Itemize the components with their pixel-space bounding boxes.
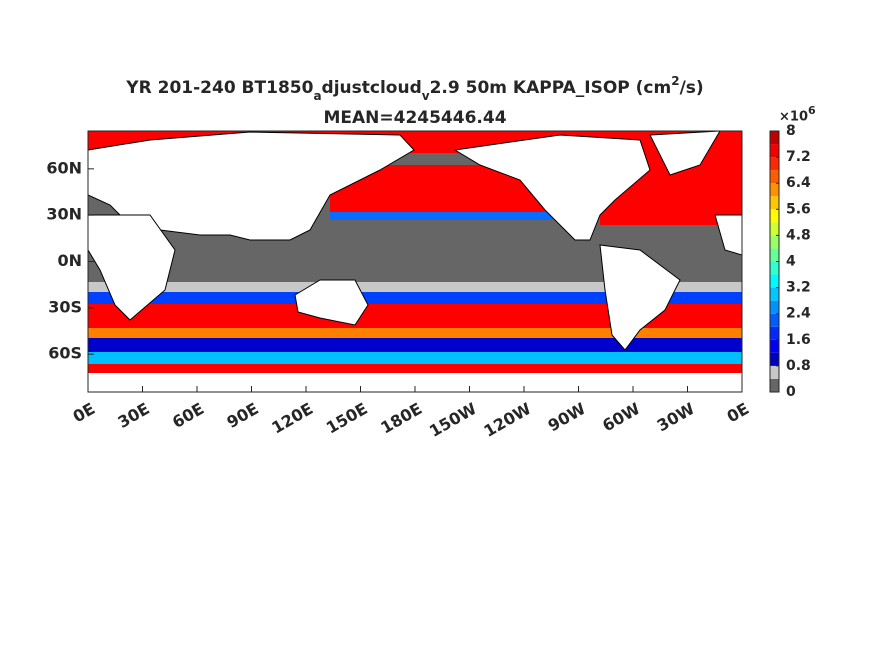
field-band <box>88 352 742 364</box>
colorbar-bin <box>770 196 779 210</box>
title-sub: a <box>313 89 321 103</box>
colorbar-tick-label: 6.4 <box>786 175 811 191</box>
colorbar-bin <box>770 235 779 249</box>
x-tick-label: 150E <box>323 399 371 438</box>
colorbar-bin <box>770 352 779 366</box>
title-part: 2.9 50m KAPPA_ISOP (cm <box>430 78 672 98</box>
y-tick-label: 60N <box>46 158 82 177</box>
colorbar-bin <box>770 222 779 236</box>
y-tick-label: 30N <box>46 205 82 224</box>
x-tick-label: 60E <box>169 399 207 432</box>
colorbar-bin <box>770 209 779 223</box>
x-tick-label: 90E <box>223 399 261 432</box>
x-tick-label: 0E <box>724 399 753 426</box>
australia <box>294 279 369 326</box>
colorbar-tick-label: 4 <box>786 254 796 270</box>
colorbar-bin <box>770 300 779 314</box>
colorbar-exponent: 6 <box>808 104 816 117</box>
colorbar-bin <box>770 248 779 262</box>
x-tick-label: 30W <box>654 399 698 436</box>
y-tick-label: 0N <box>57 251 82 270</box>
field-band <box>88 292 742 304</box>
x-tick-label: 60W <box>599 399 643 436</box>
x-tick-label: 90W <box>545 399 589 436</box>
greenland <box>649 131 721 176</box>
y-tick-label: 30S <box>48 297 82 316</box>
colorbar-bin <box>770 157 779 171</box>
south-america <box>599 244 681 351</box>
colorbar-tick-label: 7.2 <box>786 149 811 165</box>
title-part: djustcloud <box>322 78 422 98</box>
title-part: /s) <box>680 78 704 98</box>
field-band <box>88 364 742 373</box>
colorbar-exponent-base: ×10 <box>779 110 808 125</box>
x-tick-label: 180E <box>377 399 425 438</box>
colorbar-bin <box>770 287 779 301</box>
north-america <box>453 134 651 241</box>
colorbar-tick-label: 4.8 <box>786 227 811 243</box>
colorbar-tick-label: 5.6 <box>786 201 811 217</box>
colorbar-bin <box>770 326 779 340</box>
subtitle: MEAN=4245446.44 <box>323 108 506 128</box>
colorbar-bin <box>770 261 779 275</box>
colorbar-tick-label: 2.4 <box>786 306 811 322</box>
y-tick-label: 60S <box>48 344 82 363</box>
colorbar-bin <box>770 274 779 288</box>
colorbar-tick-label: 0 <box>786 384 796 400</box>
title-sub: v <box>422 89 430 103</box>
colorbar-tick-label: 1.6 <box>786 332 811 348</box>
title: YR 201-240 BT1850adjustcloudv2.9 50m KAP… <box>125 74 703 103</box>
colorbar-bin <box>770 131 779 145</box>
colorbar-bin <box>770 144 779 158</box>
x-tick-label: 30E <box>114 399 152 432</box>
title-sup: 2 <box>671 74 679 88</box>
field-npacific-edge <box>330 212 580 220</box>
field-band <box>88 282 742 292</box>
x-tick-label: 120W <box>481 399 535 441</box>
map-field <box>88 131 742 392</box>
x-tick-label: 0E <box>70 399 99 426</box>
colorbar-bin <box>770 183 779 197</box>
x-tick-label: 120E <box>268 399 316 438</box>
africa <box>88 214 176 321</box>
colorbar-bin <box>770 170 779 184</box>
field-band <box>88 328 742 338</box>
colorbar-bin <box>770 313 779 327</box>
colorbar-bin <box>770 365 779 379</box>
colorbar-bin <box>770 339 779 353</box>
africa-west <box>714 214 742 256</box>
colorbar-tick-label: 8 <box>786 123 796 139</box>
colorbar-tick-label: 0.8 <box>786 358 811 374</box>
field-band <box>88 338 742 352</box>
colorbar-bin <box>770 378 779 392</box>
title-part: YR 201-240 BT1850 <box>125 78 313 98</box>
x-tick-label: 150W <box>426 399 480 441</box>
colorbar-tick-label: 3.2 <box>786 280 811 296</box>
